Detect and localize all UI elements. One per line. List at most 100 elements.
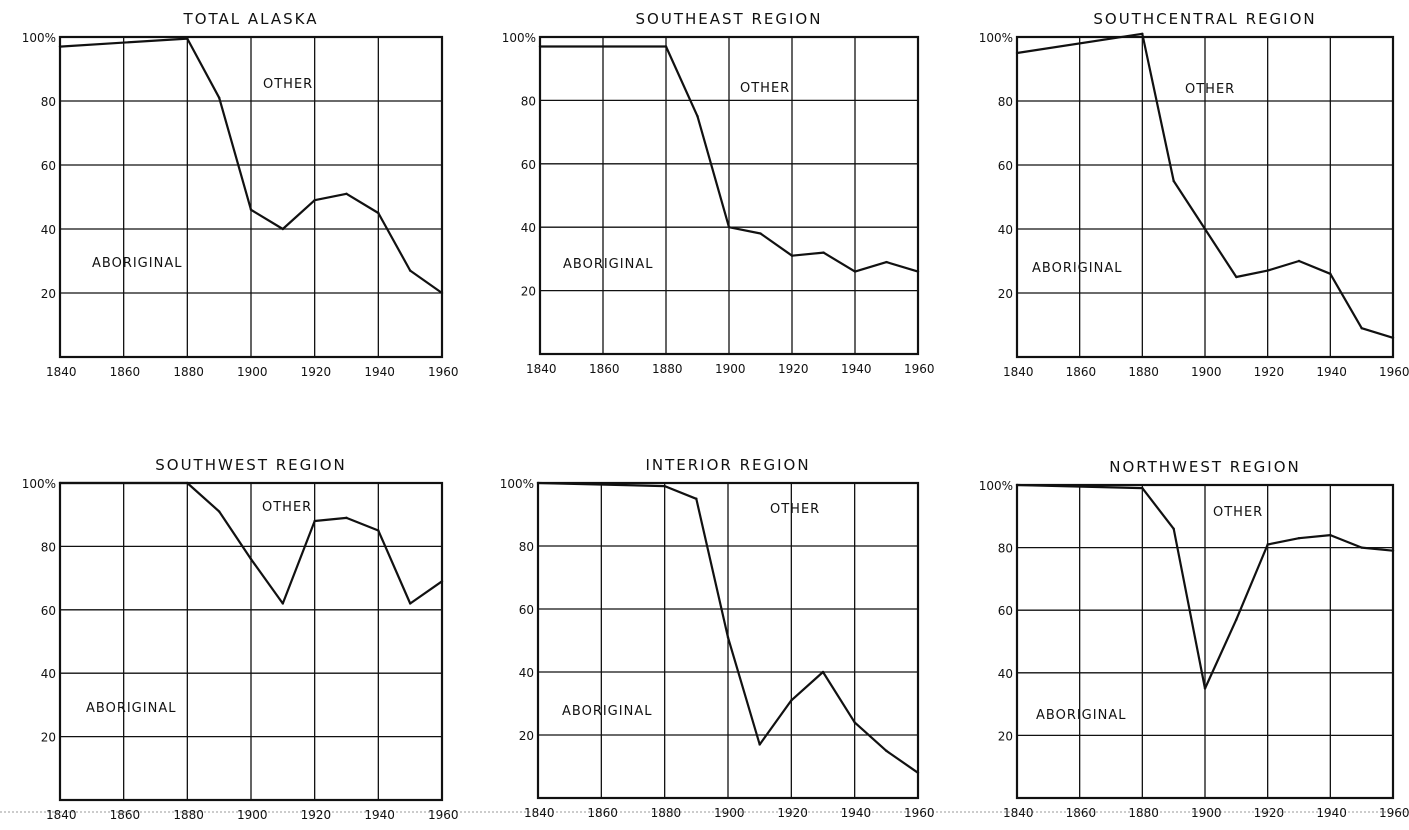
chart-title: SOUTHEAST REGION bbox=[636, 10, 823, 28]
chart-panel-5: INTERIOR REGION 1840 1860 1880 1900 1920 1940 1… bbox=[500, 456, 935, 820]
data-point bbox=[663, 484, 666, 488]
aboriginal-share-line bbox=[537, 481, 919, 774]
x-tick-label: 1880 bbox=[652, 362, 683, 376]
y-tick-label: 100% bbox=[22, 477, 56, 491]
other-region-label: OTHER bbox=[262, 500, 312, 515]
chart-title: SOUTHWEST REGION bbox=[155, 456, 347, 474]
x-tick-label: 1920 bbox=[778, 362, 809, 376]
data-point bbox=[345, 192, 348, 195]
data-point bbox=[853, 270, 857, 273]
data-point bbox=[1015, 51, 1019, 55]
y-tick-label: 20 bbox=[519, 729, 534, 743]
x-tick-label: 1880 bbox=[651, 806, 682, 820]
y-tick-label: 60 bbox=[521, 158, 536, 172]
data-point bbox=[916, 270, 920, 273]
data-point bbox=[758, 743, 761, 746]
aboriginal-share-line bbox=[59, 37, 443, 294]
chart-panel-4: SOUTHWEST REGION 1840 1860 1880 1900 1920 1940… bbox=[22, 456, 459, 822]
x-tick-label: 1860 bbox=[589, 362, 620, 376]
data-point bbox=[377, 529, 380, 532]
data-point bbox=[696, 115, 699, 118]
y-tick-label: 60 bbox=[998, 604, 1013, 618]
chart-title: NORTHWEST REGION bbox=[1109, 458, 1301, 476]
x-tick-label: 1880 bbox=[173, 365, 204, 379]
x-tick-label: 1900 bbox=[715, 362, 746, 376]
aboriginal-share-line bbox=[1016, 32, 1394, 339]
y-tick-label: 60 bbox=[41, 159, 56, 173]
y-tick-label: 60 bbox=[519, 603, 534, 617]
data-point bbox=[536, 481, 540, 485]
data-point bbox=[1297, 537, 1301, 540]
data-point bbox=[695, 497, 698, 500]
data-point bbox=[186, 481, 189, 485]
x-tick-label: 1920 bbox=[1254, 365, 1285, 379]
data-point bbox=[853, 721, 856, 724]
x-tick-label: 1880 bbox=[173, 808, 204, 822]
y-tick-label: 40 bbox=[521, 221, 536, 235]
data-point bbox=[313, 199, 316, 202]
data-point bbox=[1203, 227, 1207, 231]
y-tick-label: 40 bbox=[998, 667, 1013, 681]
chart-title: TOTAL ALASKA bbox=[183, 10, 319, 28]
data-point bbox=[217, 96, 221, 100]
y-tick-label: 40 bbox=[998, 223, 1013, 237]
data-point bbox=[1235, 618, 1238, 621]
other-region-label: OTHER bbox=[740, 81, 790, 96]
data-point bbox=[58, 45, 62, 48]
chart-title: SOUTHCENTRAL REGION bbox=[1093, 10, 1316, 28]
y-tick-label: 100% bbox=[979, 479, 1013, 493]
x-tick-label: 1840 bbox=[1003, 806, 1034, 820]
y-tick-label: 100% bbox=[979, 31, 1013, 45]
x-tick-label: 1880 bbox=[1128, 806, 1159, 820]
y-tick-label: 60 bbox=[998, 159, 1013, 173]
data-point bbox=[186, 37, 189, 40]
x-tick-label: 1900 bbox=[1191, 365, 1222, 379]
data-point bbox=[281, 227, 285, 231]
plot-frame bbox=[58, 481, 444, 802]
data-point bbox=[1235, 275, 1238, 279]
x-tick-label: 1900 bbox=[237, 365, 268, 379]
y-tick-label: 40 bbox=[519, 666, 534, 680]
aboriginal-region-label: ABORIGINAL bbox=[562, 704, 652, 719]
data-point bbox=[821, 670, 825, 674]
data-point bbox=[1266, 269, 1269, 272]
other-region-label: OTHER bbox=[1185, 82, 1235, 97]
x-tick-label: 1880 bbox=[1128, 365, 1159, 379]
y-tick-label: 20 bbox=[998, 287, 1013, 301]
plot-frame bbox=[538, 35, 920, 356]
x-tick-label: 1940 bbox=[841, 806, 872, 820]
x-tick-label: 1960 bbox=[1379, 806, 1409, 820]
x-tick-label: 1840 bbox=[46, 808, 77, 822]
x-tick-label: 1840 bbox=[524, 806, 555, 820]
data-point bbox=[217, 510, 221, 513]
data-point bbox=[885, 749, 888, 752]
x-tick-label: 1960 bbox=[1379, 365, 1409, 379]
data-point bbox=[664, 45, 668, 48]
aboriginal-share-line bbox=[60, 481, 443, 605]
data-point bbox=[727, 226, 731, 229]
y-tick-label: 20 bbox=[41, 287, 56, 301]
y-tick-label: 100% bbox=[502, 31, 536, 45]
x-tick-label: 1860 bbox=[110, 365, 141, 379]
y-tick-label: 60 bbox=[41, 604, 56, 618]
data-point bbox=[440, 291, 444, 295]
data-point bbox=[1391, 336, 1395, 339]
data-point bbox=[790, 699, 793, 702]
y-tick-label: 20 bbox=[998, 729, 1013, 743]
aboriginal-share-line bbox=[1016, 483, 1394, 690]
x-tick-label: 1920 bbox=[777, 806, 808, 820]
other-region-label: OTHER bbox=[1213, 505, 1263, 520]
data-point bbox=[249, 208, 253, 211]
data-point bbox=[377, 211, 380, 215]
data-point bbox=[1015, 483, 1019, 487]
y-tick-label: 80 bbox=[41, 540, 56, 554]
chart-title: INTERIOR REGION bbox=[645, 456, 810, 474]
plot-frame bbox=[1015, 35, 1395, 359]
aboriginal-region-label: ABORIGINAL bbox=[563, 257, 653, 272]
data-point bbox=[1329, 533, 1332, 537]
y-tick-label: 40 bbox=[41, 667, 56, 681]
x-tick-label: 1840 bbox=[1003, 365, 1034, 379]
x-tick-label: 1860 bbox=[110, 808, 141, 822]
x-tick-label: 1940 bbox=[364, 808, 395, 822]
